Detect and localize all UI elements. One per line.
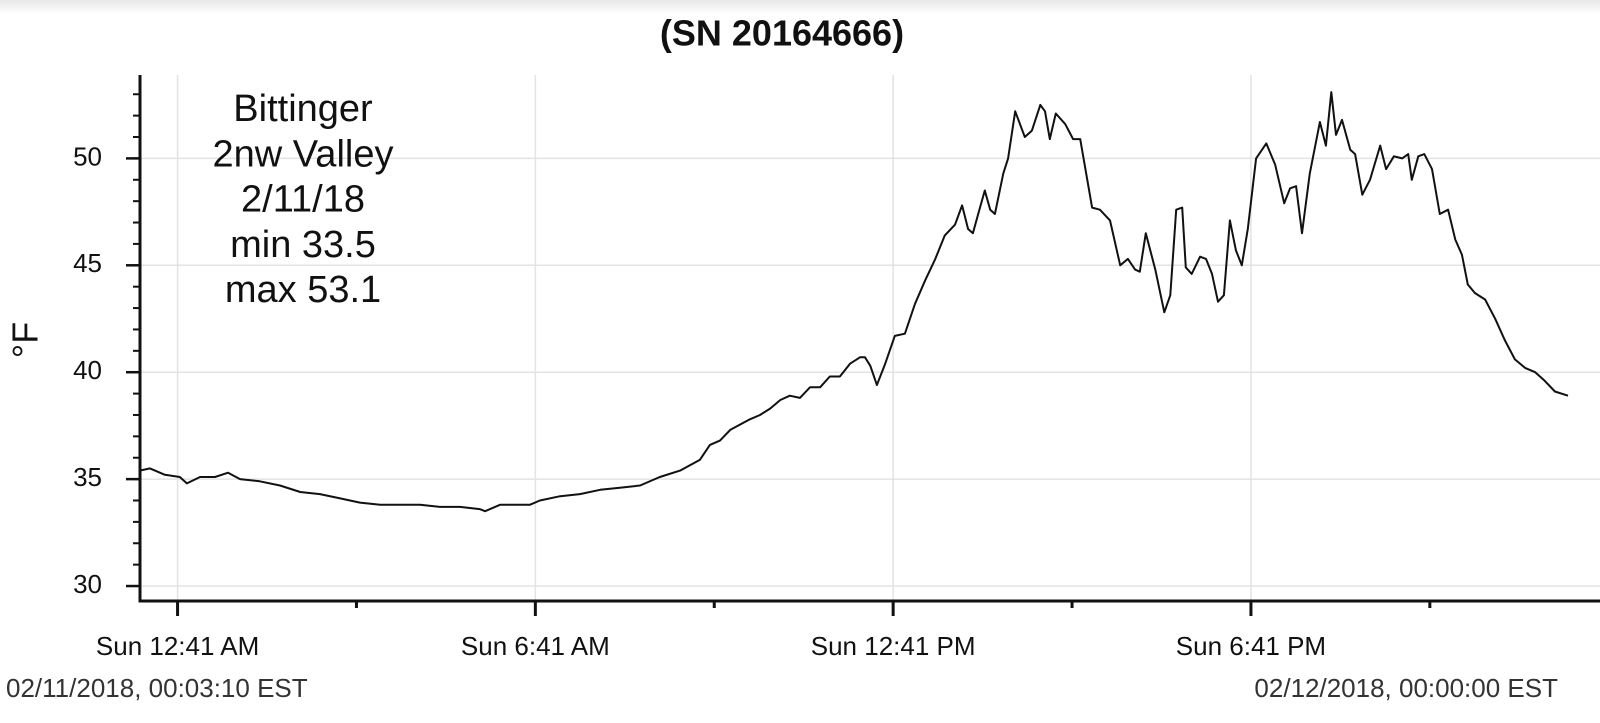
y-tick-label: 35 (73, 462, 102, 492)
chart-title: (SN 20164666) (660, 13, 904, 54)
y-tick-label: 30 (73, 569, 102, 599)
x-tick-label: Sun 12:41 PM (811, 631, 976, 661)
start-label: 02/11/2018, 00:03:10 EST (6, 673, 308, 703)
annotation: 2/11/18 (241, 179, 365, 221)
top-shadow (0, 0, 1600, 14)
y-tick-label: 50 (73, 141, 102, 171)
y-axis-label: °F (5, 322, 46, 358)
end-label: 02/12/2018, 00:00:00 EST (1254, 673, 1558, 703)
x-tick-label: Sun 6:41 AM (461, 631, 610, 661)
annotation: Bittinger (233, 88, 373, 130)
annotation: 2nw Valley (213, 133, 394, 175)
y-tick-label: 40 (73, 355, 102, 385)
x-tick-label: Sun 12:41 AM (96, 631, 259, 661)
annotation: max 53.1 (225, 269, 381, 311)
x-tick-label: Sun 6:41 PM (1176, 631, 1326, 661)
y-tick-label: 45 (73, 248, 102, 278)
annotation: min 33.5 (230, 224, 376, 266)
temperature-line (139, 91, 1569, 513)
